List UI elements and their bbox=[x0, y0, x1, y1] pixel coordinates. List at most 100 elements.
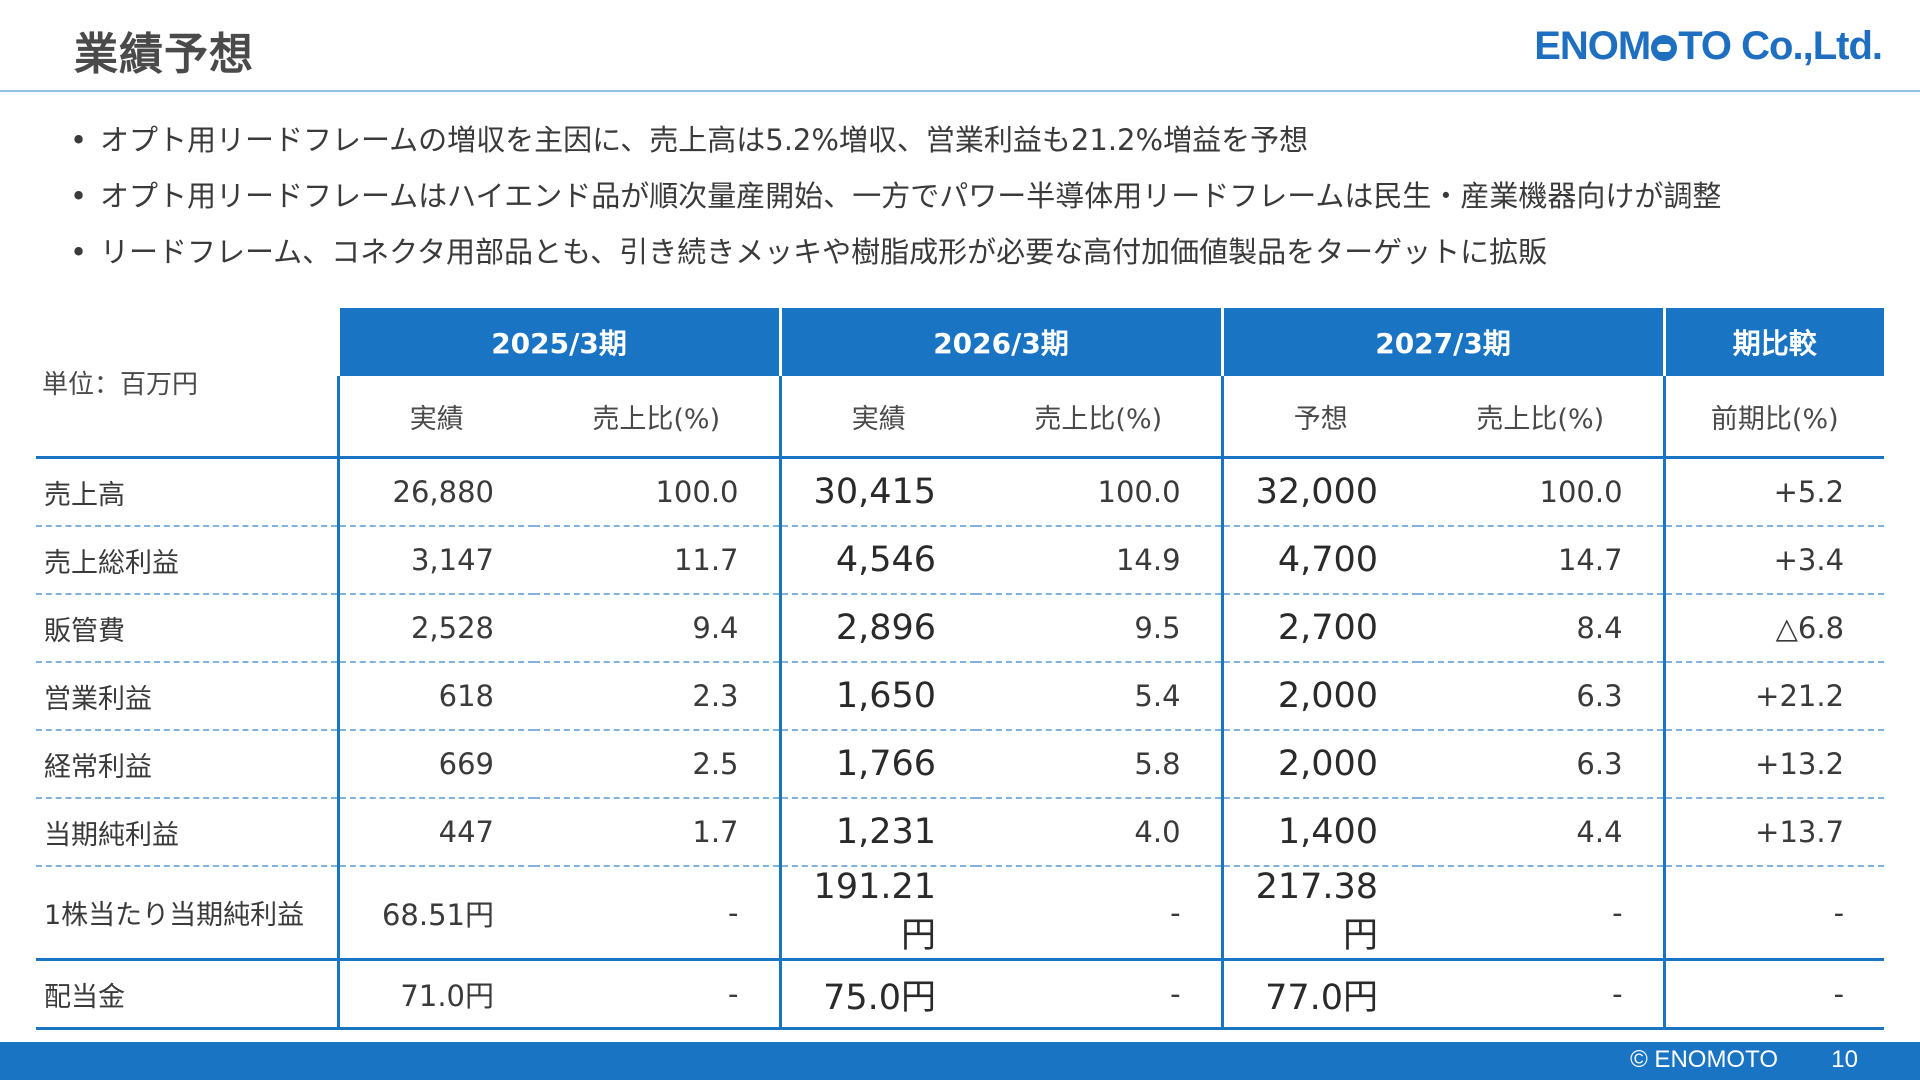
cell-value: 75.0円 bbox=[778, 959, 977, 1030]
cell-value: 1,650 bbox=[778, 662, 977, 731]
table-row: 配当金 71.0円 - 75.0円 - 77.0円 - - bbox=[36, 959, 1885, 1030]
cell-value: 217.38円 bbox=[1220, 866, 1419, 961]
row-label: 1株当たり当期純利益 bbox=[36, 866, 338, 961]
summary-bullets: オプト用リードフレームの増収を主因に、売上高は5.2%増収、営業利益も21.2%… bbox=[70, 112, 1721, 280]
cell-value: 9.4 bbox=[534, 594, 781, 663]
logo-o-mark-icon bbox=[1651, 35, 1678, 61]
cell-value: - bbox=[1662, 959, 1885, 1030]
cell-value: 2,700 bbox=[1220, 594, 1419, 663]
table-row: 1株当たり当期純利益 68.51円 - 191.21円 - 217.38円 - … bbox=[36, 866, 1885, 961]
cell-value: 68.51円 bbox=[336, 866, 534, 961]
table-row: 売上総利益 3,147 11.7 4,546 14.9 4,700 14.7 +… bbox=[36, 526, 1885, 595]
bullet-item: オプト用リードフレームの増収を主因に、売上高は5.2%増収、営業利益も21.2%… bbox=[70, 112, 1721, 168]
cell-value: 2,000 bbox=[1220, 730, 1419, 799]
cell-value: 4,546 bbox=[778, 526, 977, 595]
table-row: 経常利益 669 2.5 1,766 5.8 2,000 6.3 +13.2 bbox=[36, 730, 1885, 799]
cell-value: +13.7 bbox=[1662, 798, 1885, 867]
bullet-item: オプト用リードフレームはハイエンド品が順次量産開始、一方でパワー半導体用リードフ… bbox=[70, 168, 1721, 224]
subheader-ratio: 売上比(%) bbox=[534, 376, 781, 459]
row-label: 配当金 bbox=[36, 959, 338, 1030]
cell-value: 100.0 bbox=[976, 457, 1223, 527]
cell-value: 447 bbox=[336, 798, 534, 867]
cell-value: 191.21円 bbox=[778, 866, 977, 961]
cell-value: 8.4 bbox=[1418, 594, 1665, 663]
cell-value: - bbox=[1662, 866, 1885, 961]
row-label: 販管費 bbox=[36, 594, 338, 663]
cell-value: 30,415 bbox=[778, 457, 977, 527]
cell-value: - bbox=[534, 959, 781, 1030]
footer-bar bbox=[0, 1042, 1920, 1080]
cell-value: 1,766 bbox=[778, 730, 977, 799]
subheader-ratio: 売上比(%) bbox=[976, 376, 1223, 459]
slide-header: 業績予想 ENOM TO Co.,Ltd. bbox=[0, 0, 1920, 92]
table-row: 販管費 2,528 9.4 2,896 9.5 2,700 8.4 △6.8 bbox=[36, 594, 1885, 663]
cell-value: +5.2 bbox=[1662, 457, 1885, 527]
table-row: 営業利益 618 2.3 1,650 5.4 2,000 6.3 +21.2 bbox=[36, 662, 1885, 731]
cell-value: 5.8 bbox=[976, 730, 1223, 799]
subheader-actual: 実績 bbox=[778, 376, 977, 459]
cell-value: 100.0 bbox=[534, 457, 781, 527]
cell-value: 14.9 bbox=[976, 526, 1223, 595]
logo-text-right: TO Co.,Ltd. bbox=[1678, 24, 1883, 68]
unit-label: 単位：百万円 bbox=[36, 308, 338, 459]
cell-value: 1,400 bbox=[1220, 798, 1419, 867]
copyright-text: © ENOMOTO bbox=[1630, 1046, 1778, 1073]
table-row: 売上高 26,880 100.0 30,415 100.0 32,000 100… bbox=[36, 457, 1885, 527]
cell-value: 4.4 bbox=[1418, 798, 1665, 867]
cell-value: - bbox=[1418, 959, 1665, 1030]
cell-value: - bbox=[976, 866, 1223, 961]
cell-value: - bbox=[976, 959, 1223, 1030]
cell-value: 4,700 bbox=[1220, 526, 1419, 595]
logo-text-left: ENOM bbox=[1534, 24, 1651, 68]
subheader-row: 実績 売上比(%) 実績 売上比(%) 予想 売上比(%) 前期比(%) bbox=[36, 376, 1885, 459]
cell-value: 669 bbox=[336, 730, 534, 799]
cell-value: 4.0 bbox=[976, 798, 1223, 867]
period-header-row: 単位：百万円 2025/3期 2026/3期 2027/3期 期比較 bbox=[36, 308, 1885, 459]
cell-value: 1,231 bbox=[778, 798, 977, 867]
row-label: 経常利益 bbox=[36, 730, 338, 799]
subheader-actual: 実績 bbox=[336, 376, 534, 459]
earnings-forecast-table: 単位：百万円 2025/3期 2026/3期 2027/3期 期比較 実績 売上… bbox=[36, 308, 1885, 1030]
cell-value: 618 bbox=[336, 662, 534, 731]
cell-value: 2,528 bbox=[336, 594, 534, 663]
cell-value: 5.4 bbox=[976, 662, 1223, 731]
cell-value: 77.0円 bbox=[1220, 959, 1419, 1030]
cell-value: 14.7 bbox=[1418, 526, 1665, 595]
cell-value: +21.2 bbox=[1662, 662, 1885, 731]
table-row: 当期純利益 447 1.7 1,231 4.0 1,400 4.4 +13.7 bbox=[36, 798, 1885, 867]
cell-value: 2.3 bbox=[534, 662, 781, 731]
period-2025: 2025/3期 bbox=[336, 308, 781, 376]
row-label: 売上総利益 bbox=[36, 526, 338, 595]
row-label: 営業利益 bbox=[36, 662, 338, 731]
cell-value: △6.8 bbox=[1662, 594, 1885, 663]
subheader-yoy: 前期比(%) bbox=[1662, 376, 1885, 459]
cell-value: - bbox=[534, 866, 781, 961]
subheader-forecast: 予想 bbox=[1220, 376, 1419, 459]
cell-value: +13.2 bbox=[1662, 730, 1885, 799]
subheader-ratio: 売上比(%) bbox=[1418, 376, 1665, 459]
company-logo: ENOM TO Co.,Ltd. bbox=[1534, 24, 1883, 69]
cell-value: - bbox=[1418, 866, 1665, 961]
cell-value: 71.0円 bbox=[336, 959, 534, 1030]
cell-value: 2,000 bbox=[1220, 662, 1419, 731]
cell-value: 2.5 bbox=[534, 730, 781, 799]
page-title: 業績予想 bbox=[74, 29, 254, 80]
period-2026: 2026/3期 bbox=[778, 308, 1223, 376]
bullet-item: リードフレーム、コネクタ用部品とも、引き続きメッキや樹脂成形が必要な高付加価値製… bbox=[70, 224, 1721, 280]
cell-value: 9.5 bbox=[976, 594, 1223, 663]
period-comparison: 期比較 bbox=[1662, 308, 1885, 376]
cell-value: 100.0 bbox=[1418, 457, 1665, 527]
cell-value: 3,147 bbox=[336, 526, 534, 595]
cell-value: 11.7 bbox=[534, 526, 781, 595]
cell-value: 1.7 bbox=[534, 798, 781, 867]
cell-value: 2,896 bbox=[778, 594, 977, 663]
cell-value: 32,000 bbox=[1220, 457, 1419, 527]
period-2027: 2027/3期 bbox=[1220, 308, 1665, 376]
row-label: 当期純利益 bbox=[36, 798, 338, 867]
cell-value: +3.4 bbox=[1662, 526, 1885, 595]
page-number: 10 bbox=[1831, 1046, 1858, 1073]
cell-value: 6.3 bbox=[1418, 730, 1665, 799]
cell-value: 26,880 bbox=[336, 457, 534, 527]
row-label: 売上高 bbox=[36, 457, 338, 527]
cell-value: 6.3 bbox=[1418, 662, 1665, 731]
